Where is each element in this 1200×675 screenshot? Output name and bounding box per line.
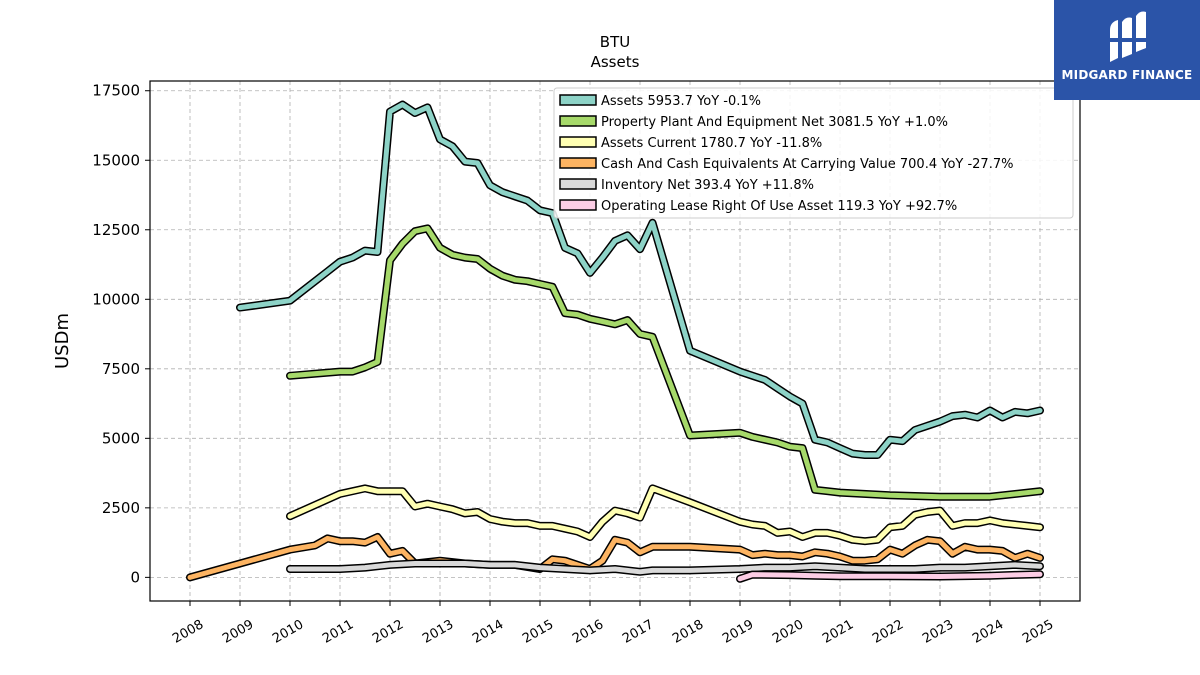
- x-tick-label: 2011: [320, 617, 356, 647]
- y-tick-label: 17500: [92, 82, 140, 100]
- y-tick-label: 12500: [92, 221, 140, 239]
- x-tick-label: 2025: [1020, 617, 1056, 647]
- x-tick-label: 2014: [470, 617, 506, 647]
- x-tick-label: 2020: [770, 617, 806, 647]
- x-tick-label: 2022: [870, 617, 906, 647]
- brand-logo: MIDGARD FINANCE: [1054, 0, 1200, 100]
- x-tick-label: 2012: [370, 617, 406, 647]
- x-tick-label: 2024: [970, 617, 1006, 647]
- legend-swatch: [559, 199, 597, 211]
- y-tick-label: 7500: [102, 360, 140, 378]
- y-axis-label: USDm: [52, 313, 73, 369]
- y-tick-label: 15000: [92, 151, 140, 169]
- series-line: [286, 224, 1044, 501]
- legend-entry: Property Plant And Equipment Net 3081.5 …: [601, 115, 948, 130]
- y-tick-label: 5000: [102, 429, 140, 447]
- legend-entry: Cash And Cash Equivalents At Carrying Va…: [601, 157, 1013, 172]
- x-tick-label: 2015: [520, 617, 556, 647]
- x-tick-label: 2018: [670, 617, 706, 647]
- x-tick-label: 2017: [620, 617, 656, 647]
- legend-entry: Inventory Net 393.4 YoY +11.8%: [601, 178, 814, 193]
- chart-subtitle: Assets: [591, 53, 640, 71]
- series-line: [236, 100, 1044, 459]
- legend-swatch: [559, 115, 597, 127]
- x-tick-label: 2010: [270, 617, 306, 647]
- legend: Assets 5953.7 YoY -0.1% Property Plant An…: [553, 87, 1074, 219]
- x-tick-label: 2008: [170, 617, 206, 647]
- legend-swatch: [559, 94, 597, 106]
- legend-entry: Operating Lease Right Of Use Asset 119.3…: [601, 199, 957, 214]
- legend-swatch: [559, 157, 597, 169]
- legend-swatch: [559, 136, 597, 148]
- x-tick-label: 2013: [420, 617, 456, 647]
- x-axis: 2008 2009 2010 2011 2012 2013 2014 2015 2016 2017…: [170, 601, 1056, 647]
- y-tick-label: 10000: [92, 290, 140, 308]
- y-tick-label: 0: [130, 568, 140, 586]
- legend-entry: Assets Current 1780.7 YoY -11.8%: [601, 136, 822, 151]
- series-line: [186, 533, 1044, 582]
- series-line: [736, 570, 1044, 583]
- x-tick-label: 2021: [820, 617, 856, 647]
- y-tick-label: 2500: [102, 499, 140, 517]
- series-group: [186, 100, 1044, 583]
- y-axis: 0 2500 5000 7500 10000 12500 15000 17500: [92, 82, 150, 586]
- legend-entry: Assets 5953.7 YoY -0.1%: [601, 94, 761, 109]
- x-tick-label: 2016: [570, 617, 606, 647]
- logo-mark-icon: [1110, 11, 1146, 62]
- series-line: [286, 484, 1044, 546]
- x-tick-label: 2023: [920, 617, 956, 647]
- series-line: [286, 559, 1044, 576]
- x-tick-label: 2019: [720, 617, 756, 647]
- x-tick-label: 2009: [220, 617, 256, 647]
- plot-frame: [149, 80, 1081, 602]
- legend-box: [553, 87, 1074, 219]
- legend-swatch: [559, 178, 597, 190]
- logo-text: MIDGARD FINANCE: [1061, 68, 1193, 82]
- chart-title: BTU: [600, 33, 630, 51]
